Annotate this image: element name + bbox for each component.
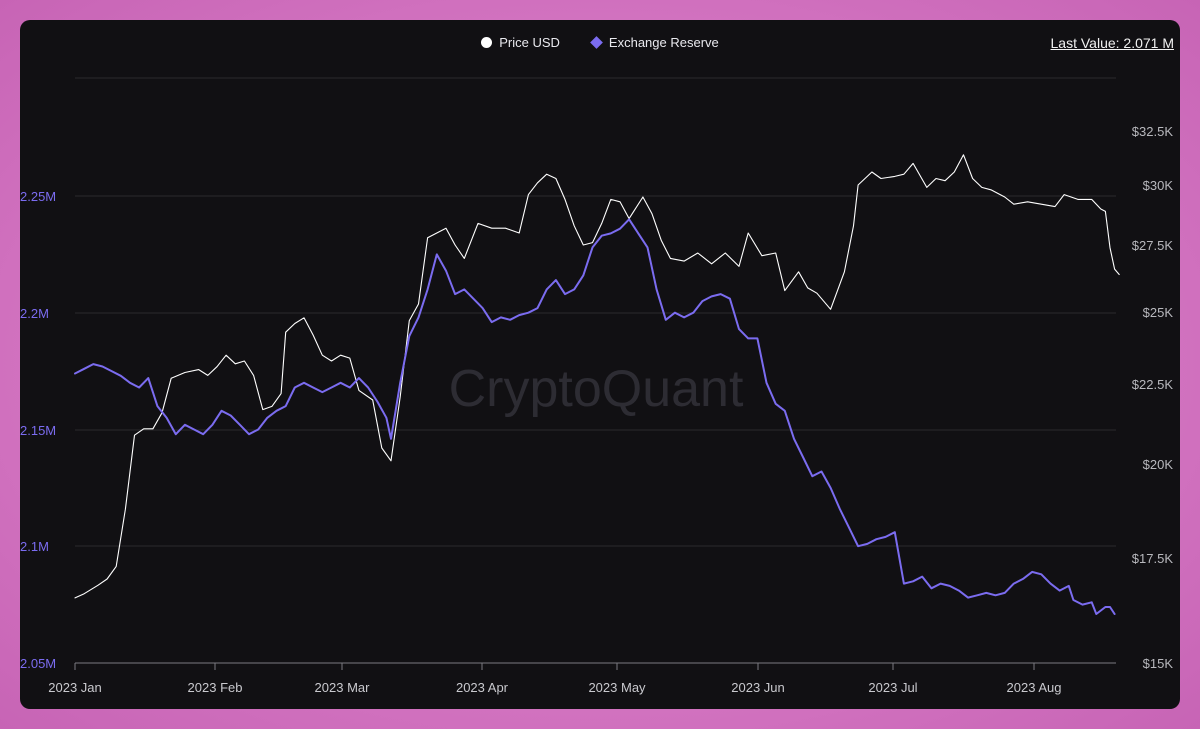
left-axis-tick-label: 2.25M [20,189,56,204]
watermark-text: CryptoQuant [449,360,744,418]
left-axis-tick-label: 2.15M [20,423,56,438]
right-axis-tick-label: $22.5K [1132,377,1174,392]
right-axis-tick-label: $25K [1143,305,1174,320]
right-axis-tick-label: $27.5K [1132,238,1174,253]
circle-icon [481,37,493,48]
right-axis-tick-label: $32.5K [1132,124,1174,139]
right-axis-tick-label: $17.5K [1132,551,1174,566]
x-tick-label: 2023 Feb [188,680,243,695]
legend-item-price-usd[interactable]: Price USD [481,35,560,50]
x-tick-label: 2023 Apr [456,680,509,695]
last-value-link[interactable]: Last Value: 2.071 M [1050,35,1174,51]
x-tick-label: 2023 Jul [868,680,917,695]
legend: Price USD Exchange Reserve [20,35,1180,50]
chart-card: Price USD Exchange Reserve Last Value: 2… [20,20,1180,709]
left-axis-tick-label: 2.05M [20,656,56,671]
x-tick-label: 2023 Jun [731,680,785,695]
right-axis-tick-label: $30K [1143,178,1174,193]
legend-label-exchange-reserve: Exchange Reserve [608,35,719,50]
right-axis-tick-label: $15K [1143,656,1174,671]
x-tick-label: 2023 Mar [315,680,371,695]
price-usd-line [74,154,1120,599]
chart-area: 2023 Jan 2023 Feb 2023 Mar 2023 Apr 2023 May… [20,77,1174,695]
right-axis-tick-label: $20K [1143,457,1174,472]
left-axis-tick-label: 2.2M [20,306,49,321]
x-tick-label: 2023 May [588,680,646,695]
x-tick-label: 2023 Jan [48,680,102,695]
legend-item-exchange-reserve[interactable]: Exchange Reserve [590,35,719,50]
legend-label-price-usd: Price USD [499,35,560,50]
left-axis-tick-label: 2.1M [20,539,49,554]
exchange-reserve-line [74,218,1116,615]
x-tick-label: 2023 Aug [1007,680,1062,695]
